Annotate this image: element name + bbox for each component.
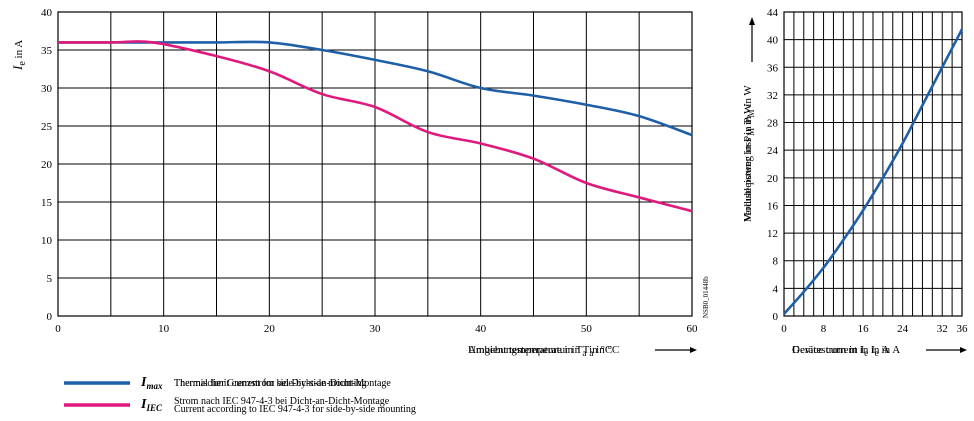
right-x-axis-label-en: Device current in Ie in A xyxy=(792,344,900,358)
left-y-axis-unit: in A xyxy=(13,40,25,61)
left-x-axis-label-de: Umgebungstemperatur in Ta in °C xyxy=(468,344,619,358)
left-y-tick-label: 5 xyxy=(47,273,53,285)
left-series-line-0 xyxy=(57,40,693,137)
left-x-axis-label-en: Ambient temperature in Ta in °C xyxy=(468,344,612,358)
right-y-tick-label: 16 xyxy=(767,200,779,212)
left-y-tick-label: 30 xyxy=(41,83,53,95)
right-x-tick-label: 24 xyxy=(897,323,909,335)
right-x-tick-label: 16 xyxy=(858,323,870,335)
left-y-tick-label: 10 xyxy=(41,235,53,247)
legend-text-iiec-en: Current according to IEC 947-4-3 for sid… xyxy=(174,404,416,415)
right-x-tick-label: 36 xyxy=(957,323,969,335)
right-y-tick-label: 0 xyxy=(773,311,779,323)
right-y-tick-label: 40 xyxy=(767,35,779,47)
left-y-axis-label: Ie in A xyxy=(10,40,28,71)
current-vs-temperature-chart: 0 10 20 30 40 50 60 0 5 10 15 20 25 30 35 40 xyxy=(41,7,698,335)
legend-item-imax: Imax Thermischer Grenzstrom bei Dicht-an… xyxy=(64,375,391,391)
legend: Imax Thermischer Grenzstrom bei Dicht-an… xyxy=(64,375,416,415)
left-y-tick-label: 15 xyxy=(41,197,53,209)
right-y-tick-label: 24 xyxy=(767,145,779,157)
left-y-tick-label: 20 xyxy=(41,159,53,171)
left-x-tick-label: 60 xyxy=(687,323,699,335)
legend-symbol-imax: Imax xyxy=(140,375,163,391)
right-x-axis-label-de: Gerätestrom in Ie in A xyxy=(792,344,890,358)
left-y-tick-label: 35 xyxy=(41,45,53,57)
right-series-line-0 xyxy=(783,28,964,315)
left-y-axis-subscript: e xyxy=(17,61,28,66)
right-x-axis-arrow xyxy=(926,347,967,353)
right-y-tick-label: 28 xyxy=(767,118,779,130)
left-x-tick-label: 0 xyxy=(55,323,61,335)
right-y-axis-arrow xyxy=(749,17,755,62)
right-y-axis-label-en: Module power loss in PM in W xyxy=(742,85,756,222)
left-y-axis-symbol: I xyxy=(10,65,25,71)
left-x-tick-label: 40 xyxy=(475,323,487,335)
right-y-tick-label: 12 xyxy=(767,228,778,240)
right-x-tick-label: 0 xyxy=(781,323,787,335)
power-loss-vs-current-chart: 0 8 16 24 32 36 0 4 8 12 16 20 24 28 32 36 40 44 xyxy=(767,7,968,335)
right-y-tick-label: 44 xyxy=(767,7,779,19)
right-y-axis-label-de: Verlustleistung in PM in W xyxy=(742,103,756,222)
left-series-line-1 xyxy=(57,40,693,213)
left-plot-frame xyxy=(57,11,693,317)
left-x-tick-label: 30 xyxy=(370,323,382,335)
right-y-tick-label: 32 xyxy=(767,90,778,102)
left-x-tick-label: 20 xyxy=(264,323,276,335)
left-y-tick-label: 40 xyxy=(41,7,53,19)
right-y-tick-label: 8 xyxy=(773,256,779,268)
right-x-tick-label: 32 xyxy=(937,323,948,335)
right-y-tick-label: 20 xyxy=(767,173,779,185)
right-y-tick-label: 36 xyxy=(767,62,779,74)
left-x-tick-label: 10 xyxy=(158,323,170,335)
left-watermark: NSB0_01448b xyxy=(702,276,710,318)
left-x-tick-label: 50 xyxy=(581,323,593,335)
right-y-tick-label: 4 xyxy=(773,283,779,295)
left-x-axis-arrow xyxy=(655,347,697,353)
left-y-tick-label: 0 xyxy=(47,311,53,323)
right-plot-frame xyxy=(783,11,963,317)
legend-item-iiec: IIEC Strom nach IEC 947-4-3 bei Dicht-an… xyxy=(64,396,416,415)
left-y-tick-label: 25 xyxy=(41,121,53,133)
legend-symbol-iiec: IIEC xyxy=(140,397,163,413)
legend-text-imax-de: Thermischer Grenzstrom bei Dicht-an-Dich… xyxy=(174,378,391,389)
legend-text-iiec-de: Strom nach IEC 947-4-3 bei Dicht-an-Dich… xyxy=(174,396,390,407)
legend-text-imax-en: Thermal limit current for side-by-side m… xyxy=(174,378,366,389)
right-x-tick-label: 8 xyxy=(821,323,827,335)
